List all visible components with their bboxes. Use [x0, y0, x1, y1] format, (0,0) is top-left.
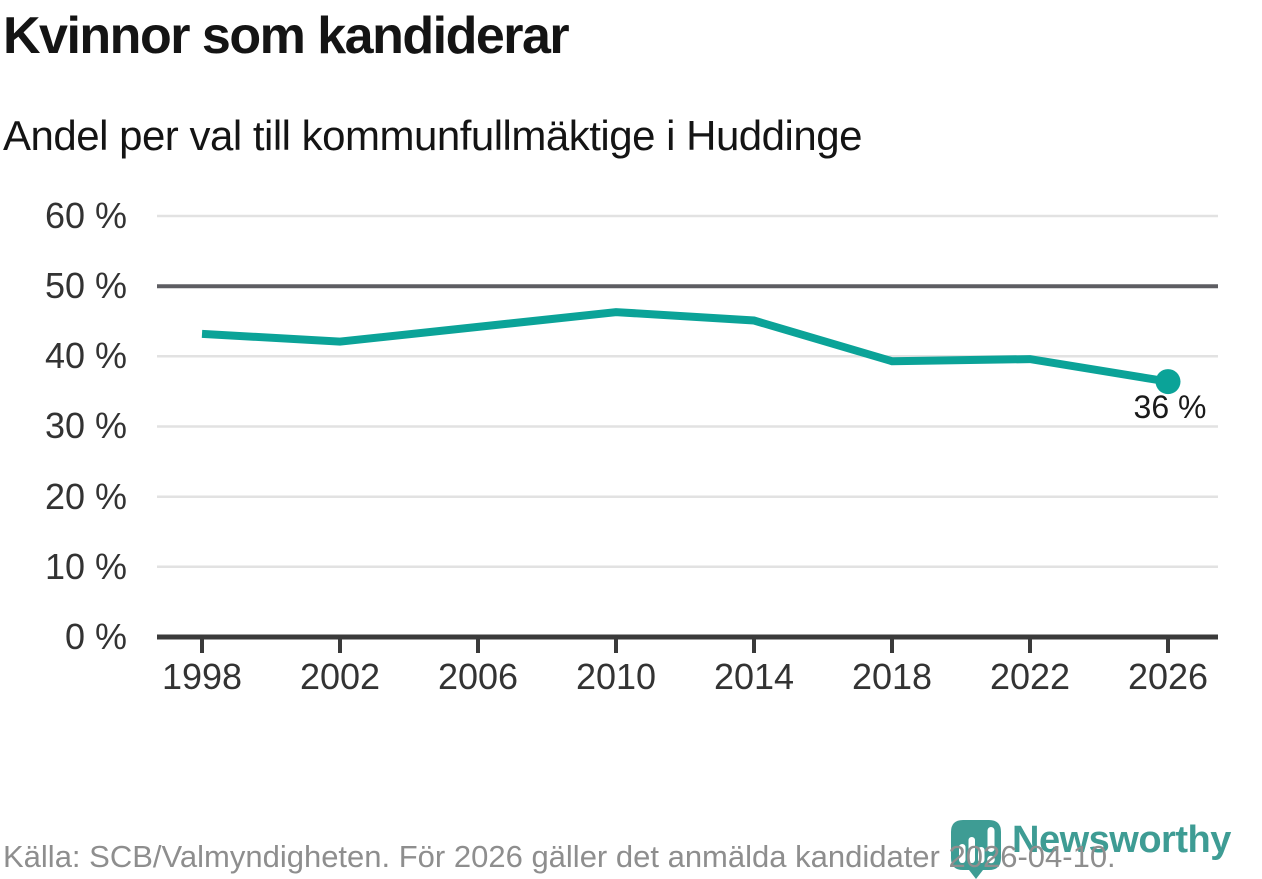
end-point-marker: [1155, 369, 1181, 395]
source-note: Källa: SCB/Valmyndigheten. För 2026 gäll…: [3, 839, 1116, 874]
page-title: Kvinnor som kandiderar: [3, 7, 570, 65]
end-value-label: 36 %: [1133, 389, 1207, 425]
newsworthy-brand-name: Newsworthy: [1012, 819, 1231, 861]
newsworthy-pin-icon: [951, 820, 1001, 879]
data-line: [201, 308, 1169, 386]
page-subtitle: Andel per val till kommunfullmäktige i H…: [3, 112, 862, 159]
